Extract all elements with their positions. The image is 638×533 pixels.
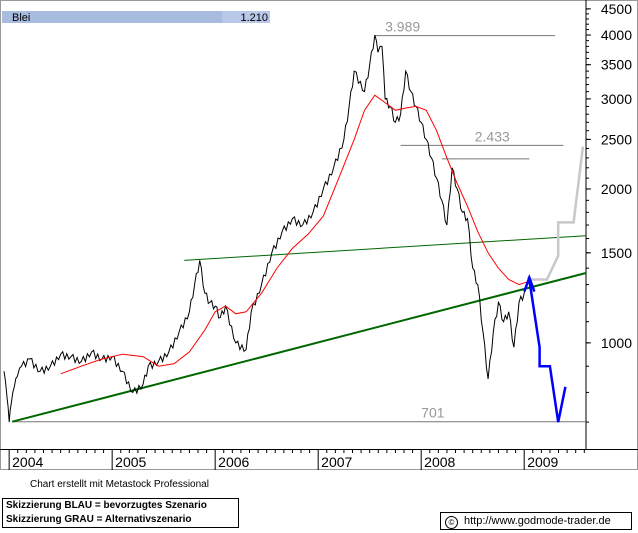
- source-url[interactable]: http://www.godmode-trader.de: [464, 515, 611, 527]
- copyright-icon: ©: [445, 516, 458, 529]
- y-tick-label: 3500: [601, 57, 632, 73]
- blue-arrow-head: [523, 273, 536, 292]
- x-tick-label: 2008: [424, 454, 455, 470]
- scenario-legend: Skizzierung BLAU = bevorzugtes Szenario …: [2, 498, 239, 528]
- x-tick-label: 2007: [321, 454, 352, 470]
- scenario-sketches: [523, 146, 585, 423]
- price-level-label: 3.989: [385, 19, 420, 35]
- trendlines: [11, 235, 587, 423]
- y-tick-label: 3000: [601, 91, 632, 107]
- last-value: 1.210: [240, 12, 268, 24]
- grey-scenario-path: [529, 146, 585, 281]
- blue-scenario-path: [528, 279, 567, 423]
- chart-title: Blei: [12, 12, 30, 24]
- price-line: [3, 34, 530, 423]
- y-tick-label: 4500: [601, 1, 632, 17]
- legend-grey: Skizzierung GRAU = Alternativszenario: [6, 514, 192, 525]
- price-levels: 3.989 2.433 701: [12, 19, 586, 423]
- price-level-label: 2.433: [475, 128, 510, 144]
- credit-text: Chart erstellt mit Metastock Professiona…: [30, 479, 209, 490]
- upper-trendline: [184, 235, 587, 261]
- x-tick-label: 2004: [12, 454, 43, 470]
- y-tick-label: 1000: [601, 335, 632, 351]
- source-link[interactable]: © http://www.godmode-trader.de: [440, 512, 632, 530]
- title-bar-fill: [2, 11, 222, 23]
- support-trendline: [11, 272, 587, 423]
- y-tick-label: 4000: [601, 27, 632, 43]
- x-tick-label: 2006: [218, 454, 249, 470]
- y-tick-label: 2000: [601, 181, 632, 197]
- series-layer: [3, 34, 530, 423]
- y-tick-label: 1500: [601, 245, 632, 261]
- legend-blue: Skizzierung BLAU = bevorzugtes Szenario: [6, 500, 207, 511]
- price-level-label: 701: [421, 405, 445, 421]
- x-axis: 2004 2005 2006 2007 2008 2009: [8, 449, 585, 470]
- x-tick-label: 2005: [115, 454, 146, 470]
- x-tick-label: 2009: [527, 454, 558, 470]
- moving-average-line: [60, 94, 530, 375]
- y-tick-label: 2500: [601, 131, 632, 147]
- y-axis: 1000 1500 2000 2500 3000 3500 4000 4500: [586, 1, 632, 423]
